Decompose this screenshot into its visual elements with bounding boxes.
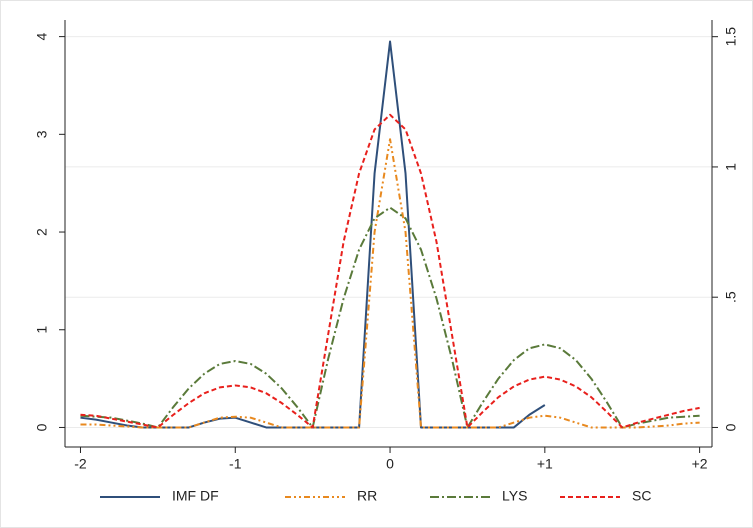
y-tick-label: 4 [34, 33, 50, 41]
x-tick-label: -1 [229, 456, 242, 472]
y-tick-label: 1 [34, 326, 50, 334]
legend-label: SC [632, 488, 651, 504]
legend-label: LYS [502, 488, 527, 504]
legend-label: RR [357, 488, 377, 504]
x-tick-label: -2 [74, 456, 87, 472]
x-tick-label: +1 [537, 456, 553, 472]
y2-tick-label: 1 [723, 163, 739, 171]
series-line [80, 113, 700, 429]
x-tick-label: 0 [386, 456, 394, 472]
legend-label: IMF DF [172, 488, 219, 504]
y2-tick-label: 0 [723, 423, 739, 431]
series-line [80, 138, 700, 429]
y2-tick-label: .5 [723, 291, 739, 303]
y-tick-label: 3 [34, 130, 50, 138]
series-line [80, 206, 700, 429]
y-tick-label: 0 [34, 423, 50, 431]
x-tick-label: +2 [692, 456, 708, 472]
y-tick-label: 2 [34, 228, 50, 236]
y2-tick-label: 1.5 [723, 27, 739, 47]
